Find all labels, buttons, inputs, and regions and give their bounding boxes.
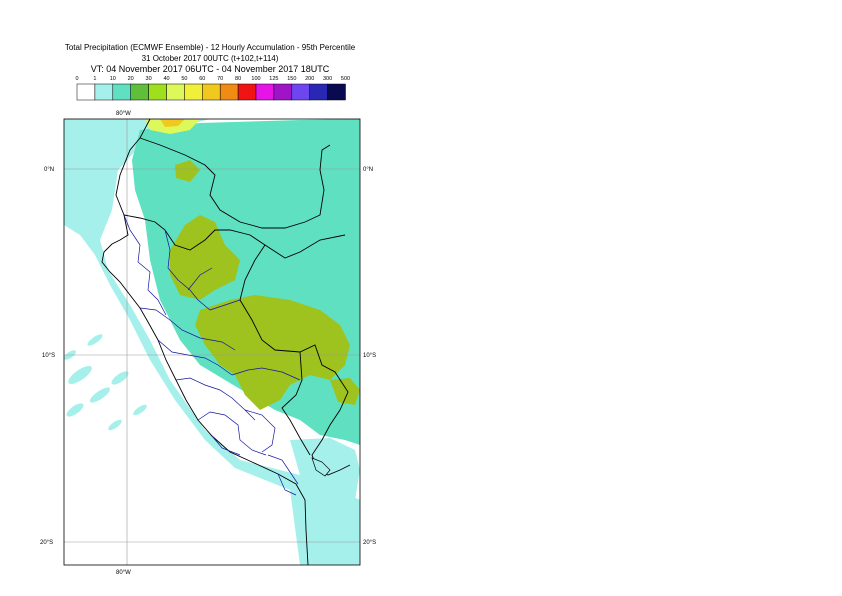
legend-tick-label: 50 — [181, 76, 187, 82]
land-precip-20mm-fringe — [175, 160, 200, 182]
legend-tick-label: 300 — [323, 76, 332, 82]
legend-tick-label: 200 — [305, 76, 314, 82]
map-title-line-1: Total Precipitation (ECMWF Ensemble) - 1… — [64, 43, 356, 52]
legend-tick-label: 500 — [341, 76, 350, 82]
precip-orange-north — [160, 119, 185, 127]
border-peru-north — [123, 214, 346, 259]
offshore-precip-band — [64, 119, 360, 565]
lat-label-10s-right: 10°S — [363, 353, 376, 359]
lat-label-0-right: 0°N — [363, 167, 373, 173]
legend-tick-label: 70 — [217, 76, 223, 82]
land-precip-20mm-central — [195, 295, 350, 410]
lat-label-20s-left: 20°S — [40, 540, 53, 546]
map-title-line-2: 31 October 2017 00UTC (t+102,t+114) — [141, 54, 279, 63]
legend-tick-label: 0 — [75, 76, 78, 82]
border-ecuador-colombia — [139, 137, 331, 229]
graticule — [64, 119, 360, 565]
land-precip-20mm-north — [170, 215, 240, 300]
legend-tick-label: 20 — [128, 76, 134, 82]
lon-label-bottom: 80°W — [116, 570, 131, 576]
map-frame — [63, 118, 361, 566]
offshore-streaks — [64, 334, 147, 431]
legend-swatch — [327, 83, 346, 101]
map-title-line-3: VT: 04 November 2017 06UTC - 04 November… — [90, 64, 330, 74]
lat-label-10s-left: 10°S — [42, 353, 55, 359]
legend-tick-label: 80 — [235, 76, 241, 82]
legend-tick-label: 1 — [93, 76, 96, 82]
border-peru-bolivia — [281, 351, 311, 456]
land-precip-20mm-east — [330, 378, 360, 405]
department-boundaries — [123, 214, 301, 496]
lake-titicaca — [311, 457, 331, 477]
lat-label-0-left: 0°N — [44, 167, 54, 173]
legend-tick-label: 40 — [163, 76, 169, 82]
legend-tick-label: 60 — [199, 76, 205, 82]
legend-tick-label: 100 — [251, 76, 260, 82]
lon-label-top: 80°W — [116, 111, 131, 117]
legend-tick-label: 150 — [287, 76, 296, 82]
lat-label-20s-right: 20°S — [363, 540, 376, 546]
legend-tick-label: 10 — [110, 76, 116, 82]
precip-yellow-north — [145, 119, 200, 134]
legend-tick-label: 125 — [269, 76, 278, 82]
legend-tick-label: 30 — [146, 76, 152, 82]
color-legend: 0 1 10 20 30 40 50 60 70 80 100 125 150 200 300 500 — [75, 76, 350, 101]
